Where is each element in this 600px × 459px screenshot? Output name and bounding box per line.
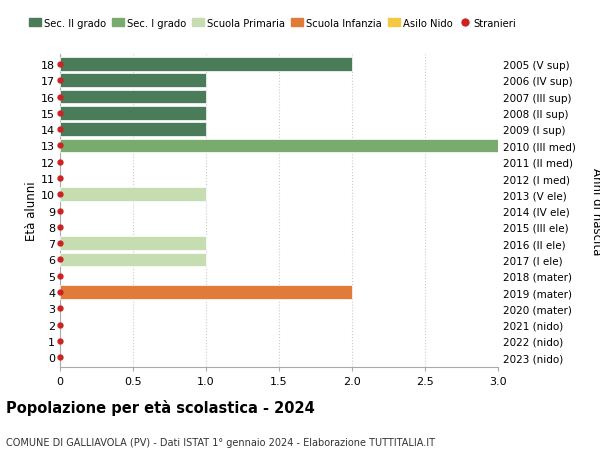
Text: COMUNE DI GALLIAVOLA (PV) - Dati ISTAT 1° gennaio 2024 - Elaborazione TUTTITALIA: COMUNE DI GALLIAVOLA (PV) - Dati ISTAT 1…	[6, 437, 435, 448]
Text: Popolazione per età scolastica - 2024: Popolazione per età scolastica - 2024	[6, 399, 315, 415]
Bar	[60, 90, 206, 104]
Bar	[60, 123, 206, 137]
Bar	[60, 58, 352, 72]
Y-axis label: Anni di nascita: Anni di nascita	[590, 168, 600, 255]
Legend: Sec. II grado, Sec. I grado, Scuola Primaria, Scuola Infanzia, Asilo Nido, Stran: Sec. II grado, Sec. I grado, Scuola Prim…	[25, 15, 521, 33]
Bar	[60, 106, 206, 121]
Bar	[60, 74, 206, 88]
Bar	[60, 237, 206, 251]
Bar	[60, 285, 352, 299]
Bar	[60, 139, 498, 153]
Y-axis label: Età alunni: Età alunni	[25, 181, 38, 241]
Bar	[60, 253, 206, 267]
Bar	[60, 188, 206, 202]
